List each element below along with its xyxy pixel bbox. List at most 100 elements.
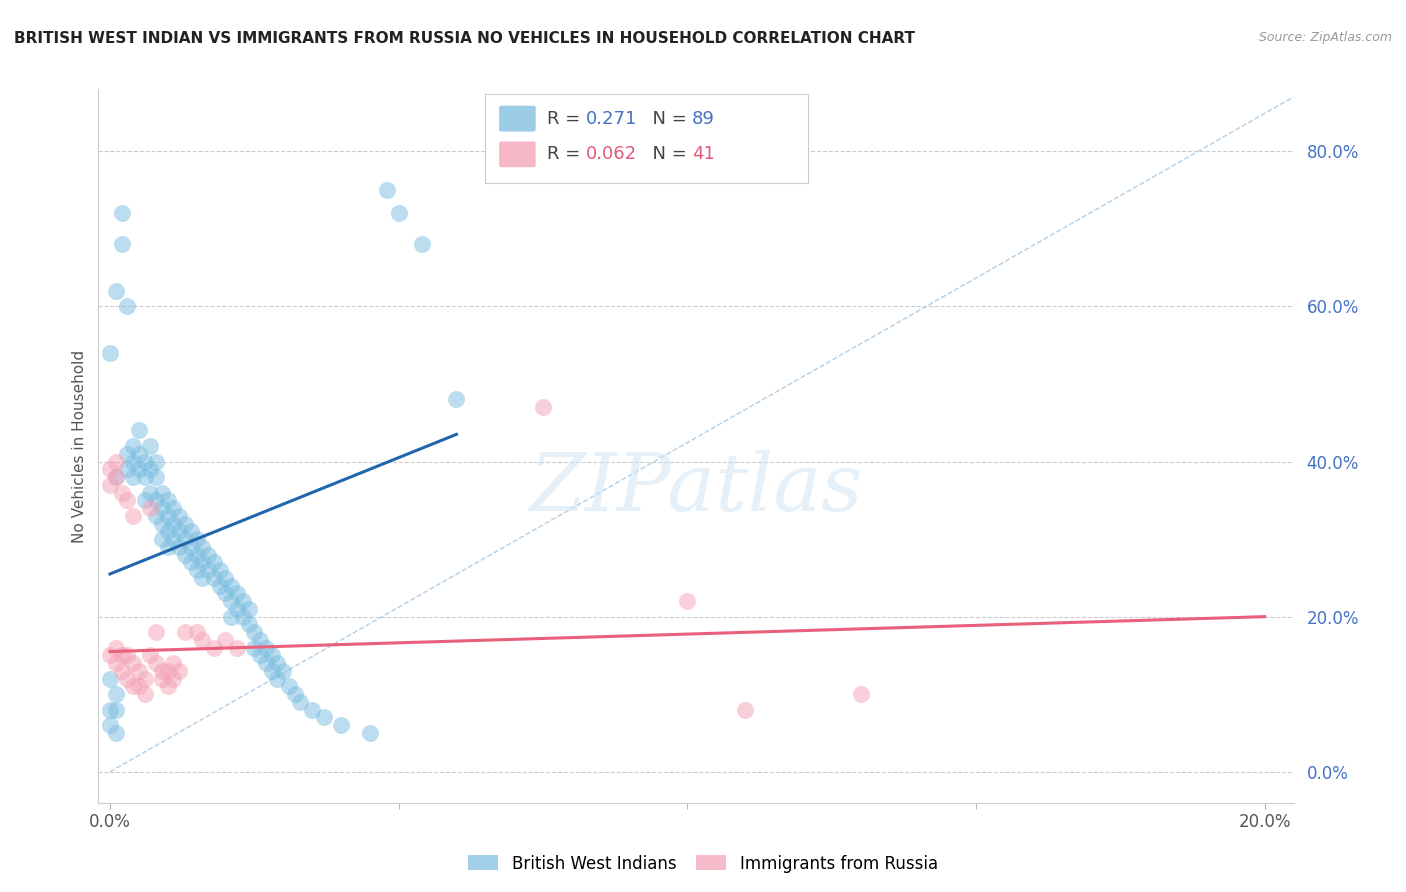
- Point: [359, 726, 381, 740]
- Point: [110, 648, 132, 663]
- Point: [122, 439, 145, 453]
- Point: [156, 508, 179, 523]
- Point: [243, 640, 266, 655]
- Point: [145, 454, 167, 468]
- Point: [531, 401, 554, 415]
- Point: [301, 703, 323, 717]
- Point: [134, 454, 156, 468]
- Text: N =: N =: [641, 110, 693, 128]
- Point: [167, 664, 190, 678]
- Point: [174, 625, 197, 640]
- Point: [249, 632, 271, 647]
- Point: [232, 594, 254, 608]
- Point: [139, 439, 162, 453]
- Point: [180, 555, 202, 569]
- Point: [156, 493, 179, 508]
- Point: [104, 656, 127, 670]
- Y-axis label: No Vehicles in Household: No Vehicles in Household: [72, 350, 87, 542]
- Point: [134, 687, 156, 701]
- Point: [150, 672, 173, 686]
- Point: [174, 548, 197, 562]
- Point: [243, 625, 266, 640]
- Text: 0.062: 0.062: [586, 145, 637, 163]
- Point: [180, 540, 202, 554]
- Point: [104, 454, 127, 468]
- Point: [134, 672, 156, 686]
- Point: [162, 501, 184, 516]
- Point: [162, 532, 184, 546]
- Point: [260, 664, 283, 678]
- Point: [214, 632, 236, 647]
- Point: [284, 687, 307, 701]
- Point: [290, 695, 312, 709]
- Point: [98, 648, 121, 663]
- Point: [128, 462, 150, 476]
- Point: [375, 183, 398, 197]
- Point: [117, 648, 139, 663]
- Point: [150, 664, 173, 678]
- Text: Source: ZipAtlas.com: Source: ZipAtlas.com: [1258, 31, 1392, 45]
- Text: R =: R =: [547, 110, 586, 128]
- Point: [186, 563, 208, 577]
- Point: [98, 672, 121, 686]
- Point: [150, 532, 173, 546]
- Point: [117, 493, 139, 508]
- Point: [98, 477, 121, 491]
- Point: [167, 540, 190, 554]
- Point: [156, 664, 179, 678]
- Point: [139, 501, 162, 516]
- Point: [128, 664, 150, 678]
- Point: [312, 710, 335, 724]
- Point: [191, 571, 214, 585]
- Point: [156, 540, 179, 554]
- Point: [134, 470, 156, 484]
- Point: [219, 579, 242, 593]
- Point: [266, 672, 288, 686]
- Point: [446, 392, 468, 407]
- Point: [260, 648, 283, 663]
- Point: [145, 508, 167, 523]
- Point: [139, 648, 162, 663]
- Point: [156, 680, 179, 694]
- Point: [98, 718, 121, 732]
- Point: [117, 462, 139, 476]
- Point: [167, 508, 190, 523]
- Text: ZIPatlas: ZIPatlas: [529, 450, 863, 527]
- Point: [162, 656, 184, 670]
- Point: [110, 664, 132, 678]
- Point: [249, 648, 271, 663]
- Point: [278, 680, 301, 694]
- Point: [186, 548, 208, 562]
- Point: [110, 485, 132, 500]
- Point: [202, 640, 225, 655]
- Point: [191, 632, 214, 647]
- Point: [214, 586, 236, 600]
- Point: [128, 424, 150, 438]
- Legend: British West Indians, Immigrants from Russia: British West Indians, Immigrants from Ru…: [461, 848, 945, 880]
- Point: [122, 454, 145, 468]
- Point: [180, 524, 202, 539]
- Point: [98, 346, 121, 360]
- Point: [104, 284, 127, 298]
- Point: [156, 524, 179, 539]
- Point: [162, 516, 184, 531]
- Point: [150, 501, 173, 516]
- Point: [208, 579, 231, 593]
- Point: [162, 672, 184, 686]
- Point: [104, 703, 127, 717]
- Point: [214, 571, 236, 585]
- Point: [202, 571, 225, 585]
- Text: R =: R =: [547, 145, 586, 163]
- Point: [191, 540, 214, 554]
- Point: [219, 594, 242, 608]
- Point: [226, 640, 249, 655]
- Text: BRITISH WEST INDIAN VS IMMIGRANTS FROM RUSSIA NO VEHICLES IN HOUSEHOLD CORRELATI: BRITISH WEST INDIAN VS IMMIGRANTS FROM R…: [14, 31, 915, 46]
- Point: [145, 493, 167, 508]
- Point: [117, 447, 139, 461]
- Point: [191, 555, 214, 569]
- Point: [197, 563, 219, 577]
- Point: [197, 548, 219, 562]
- Point: [186, 625, 208, 640]
- Text: N =: N =: [641, 145, 693, 163]
- Point: [110, 206, 132, 220]
